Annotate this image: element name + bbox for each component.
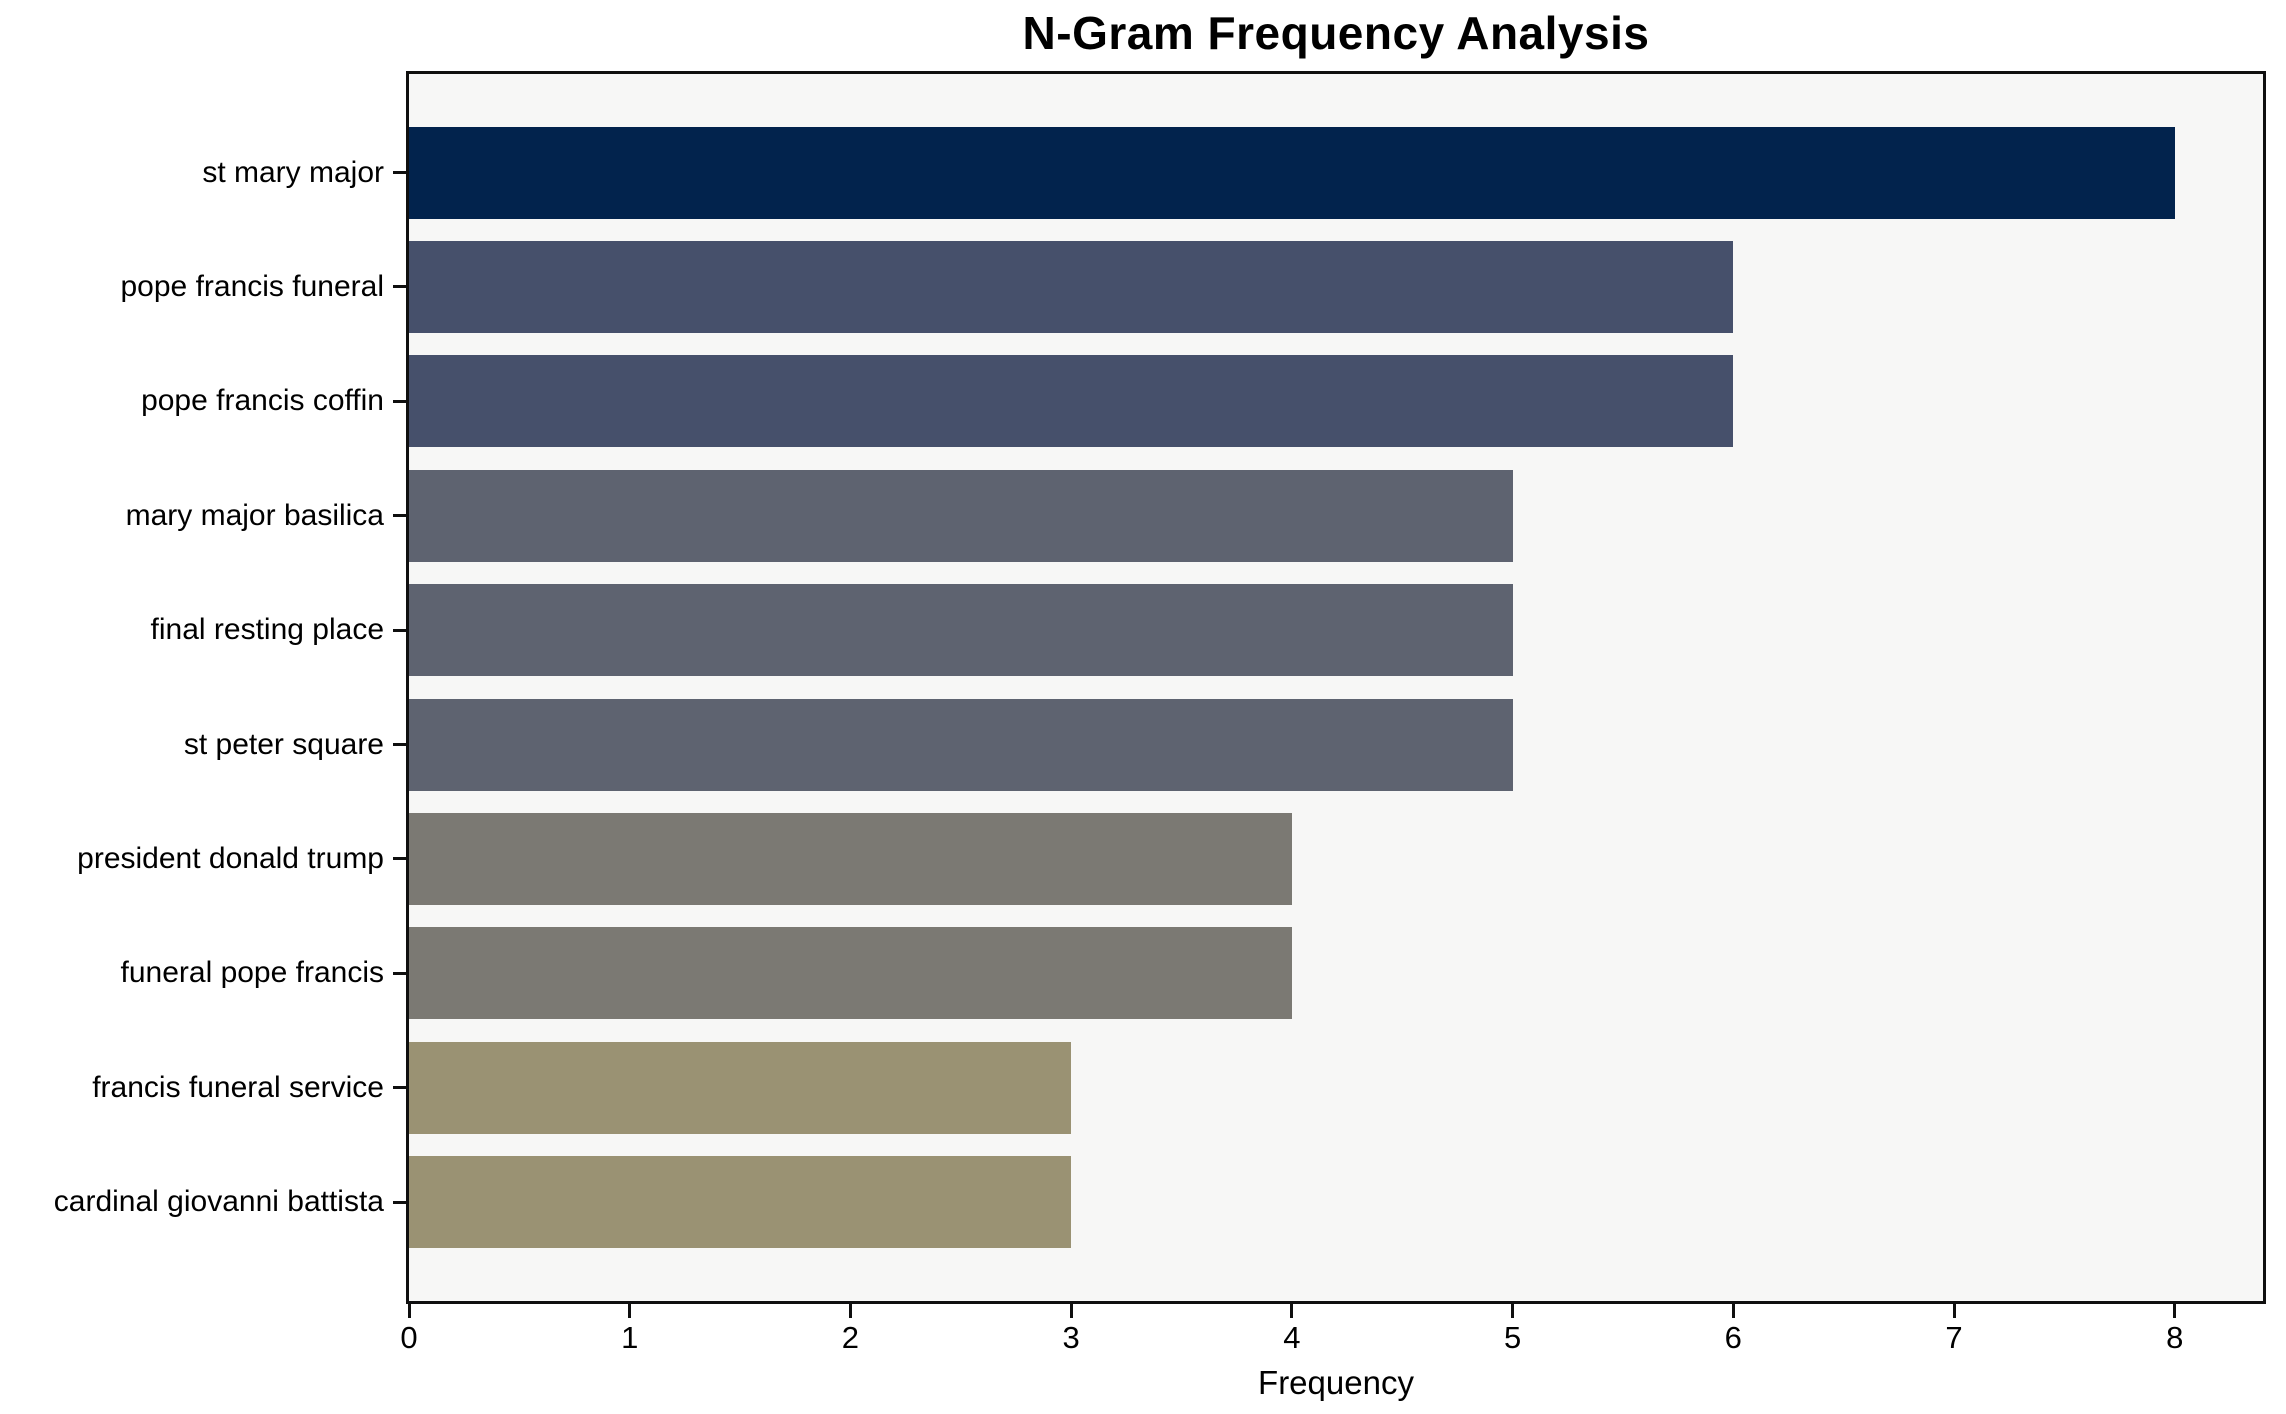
x-tick-label: 6	[1724, 1320, 1742, 1355]
chart-title: N-Gram Frequency Analysis	[1022, 7, 1650, 59]
bar-st-mary-major	[409, 126, 2175, 219]
bar-cardinal-giovanni-battista	[409, 1156, 1072, 1249]
x-tick	[1069, 1304, 1073, 1318]
y-axis-label: francis funeral service	[92, 1070, 384, 1104]
bar-st-peter-square	[409, 698, 1513, 791]
y-axis-label: cardinal giovanni battista	[53, 1185, 384, 1219]
y-tick	[393, 1200, 406, 1204]
y-axis-label: pope francis funeral	[120, 269, 385, 303]
bar-pope-francis-coffin	[409, 355, 1734, 448]
y-tick	[393, 514, 406, 518]
y-axis-label: final resting place	[150, 613, 384, 647]
bar-francis-funeral-service	[409, 1041, 1072, 1134]
y-tick	[393, 857, 406, 861]
x-tick-label: 3	[1062, 1320, 1080, 1355]
x-tick	[1952, 1304, 1956, 1318]
x-tick	[1290, 1304, 1294, 1318]
plot-area	[406, 71, 2266, 1304]
bar-funeral-pope-francis	[409, 927, 1292, 1020]
bar-mary-major-basilica	[409, 469, 1513, 562]
bar-final-resting-place	[409, 584, 1513, 677]
y-tick	[393, 399, 406, 403]
y-axis-label: pope francis coffin	[141, 384, 384, 418]
x-tick-label: 8	[2166, 1320, 2184, 1355]
bar-president-donald-trump	[409, 812, 1292, 905]
x-tick-label: 0	[400, 1320, 418, 1355]
x-tick-label: 1	[621, 1320, 639, 1355]
y-tick	[393, 285, 406, 289]
y-axis-label: st peter square	[183, 727, 384, 761]
x-axis-title: Frequency	[1258, 1364, 1414, 1401]
x-tick	[1511, 1304, 1515, 1318]
y-axis-label: funeral pope francis	[120, 956, 385, 990]
x-tick	[407, 1304, 411, 1318]
y-tick	[393, 1086, 406, 1090]
y-tick	[393, 628, 406, 632]
y-axis-label: president donald trump	[77, 841, 384, 875]
x-tick-label: 5	[1503, 1320, 1522, 1355]
x-tick	[848, 1304, 852, 1318]
bar-pope-francis-funeral	[409, 240, 1734, 333]
y-tick	[393, 971, 406, 975]
x-tick	[628, 1304, 632, 1318]
x-tick-label: 4	[1283, 1320, 1301, 1355]
x-tick-label: 2	[841, 1320, 860, 1355]
y-axis-label: st mary major	[202, 155, 384, 189]
x-tick	[1731, 1304, 1735, 1318]
x-tick	[2173, 1304, 2177, 1318]
y-tick	[393, 743, 406, 746]
x-tick-label: 7	[1945, 1320, 1963, 1355]
y-axis-label: mary major basilica	[125, 498, 384, 532]
y-tick	[393, 171, 406, 174]
